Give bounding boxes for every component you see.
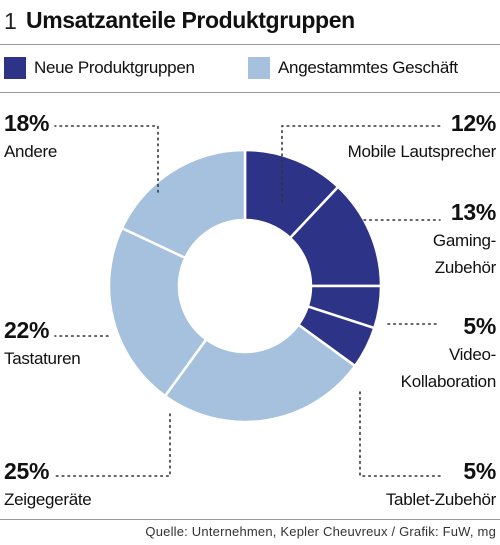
label-gaming-1: Gaming- (432, 231, 496, 250)
label-pct-tablet: 5% (463, 458, 496, 484)
label-pct-andere: 18% (4, 110, 50, 136)
label-pct-tastaturen: 22% (4, 317, 50, 343)
source-note: Quelle: Unternehmen, Kepler Cheuvreux / … (145, 524, 496, 539)
leader-tablet (359, 391, 441, 477)
footer-divider (0, 519, 500, 520)
label-pct-mobile: 12% (450, 110, 496, 136)
label-pct-gaming: 13% (450, 199, 496, 225)
legend-item-alt: Angestammtes Geschäft (248, 57, 458, 79)
label-tablet: Tablet-Zubehör (385, 490, 496, 509)
label-zeige: Zeigegeräte (4, 490, 92, 509)
label-gaming-2: Zubehör (434, 258, 497, 277)
figure-number: 1 (4, 8, 17, 34)
title-divider (0, 44, 500, 45)
label-mobile: Mobile Lautsprecher (347, 142, 497, 161)
legend-item-neu: Neue Produktgruppen (4, 57, 195, 79)
leader-zeige (54, 413, 171, 477)
label-tastaturen: Tastaturen (4, 349, 81, 368)
legend-swatch-alt (248, 57, 270, 79)
chart-title: Umsatzanteile Produktgruppen (26, 7, 355, 33)
legend-label-alt: Angestammtes Geschäft (278, 58, 458, 77)
label-pct-zeige: 25% (4, 458, 50, 484)
leader-andere (54, 125, 159, 193)
legend-swatch-neu (4, 57, 26, 79)
donut-slice-zeige (163, 323, 357, 424)
label-video-1: Video- (448, 345, 496, 364)
label-pct-video: 5% (463, 313, 496, 339)
donut-slice-tastaturen (107, 226, 208, 398)
label-andere: Andere (4, 142, 58, 161)
legend-divider (0, 92, 500, 93)
figure-header: 1 Umsatzanteile Produktgruppen (0, 0, 500, 44)
leader-mobile (281, 125, 441, 203)
label-video-2: Kollaboration (400, 372, 497, 391)
donut-chart (54, 125, 441, 477)
donut-slice-andere (120, 148, 247, 260)
legend-label-neu: Neue Produktgruppen (34, 58, 195, 77)
